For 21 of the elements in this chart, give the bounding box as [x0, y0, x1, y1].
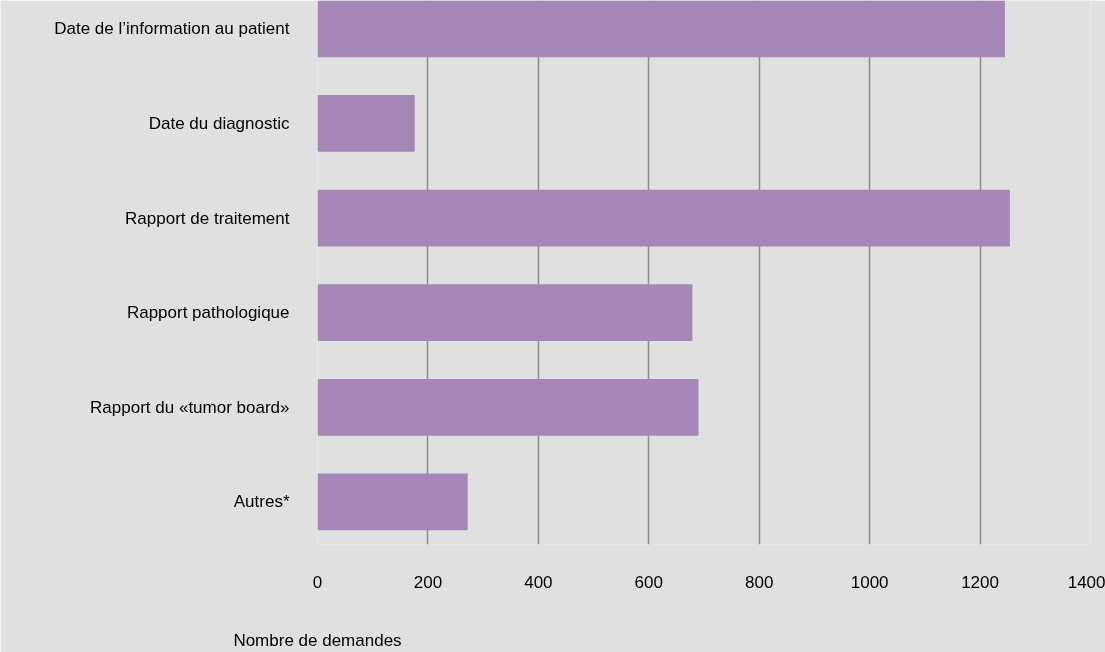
- bar: [317, 95, 415, 152]
- x-tick-label: 400: [524, 572, 553, 592]
- bar: [317, 284, 693, 342]
- x-tick-label: 800: [745, 572, 774, 592]
- x-tick-label: 1200: [961, 572, 999, 592]
- y-tick-label: Rapport du «tumor board»: [90, 397, 290, 417]
- bar: [317, 189, 1010, 247]
- bar: [317, 0, 1005, 58]
- y-tick-label: Rapport de traitement: [125, 208, 290, 228]
- x-tick-label: 0: [312, 572, 323, 592]
- x-tick-label: 200: [413, 572, 443, 592]
- x-axis-title: Nombre de demandes: [233, 630, 402, 650]
- x-tick-label: 1000: [850, 572, 889, 592]
- y-tick-label: Rapport pathologique: [126, 303, 290, 323]
- x-tick-label: 1400: [1067, 572, 1105, 592]
- y-tick-label: Autres*: [233, 492, 290, 512]
- y-tick-label: Date du diagnostic: [148, 113, 290, 133]
- bar: [317, 378, 699, 436]
- bar: [317, 473, 468, 531]
- y-tick-label: Date de l’information au patient: [54, 19, 290, 39]
- x-tick-label: 600: [634, 572, 663, 592]
